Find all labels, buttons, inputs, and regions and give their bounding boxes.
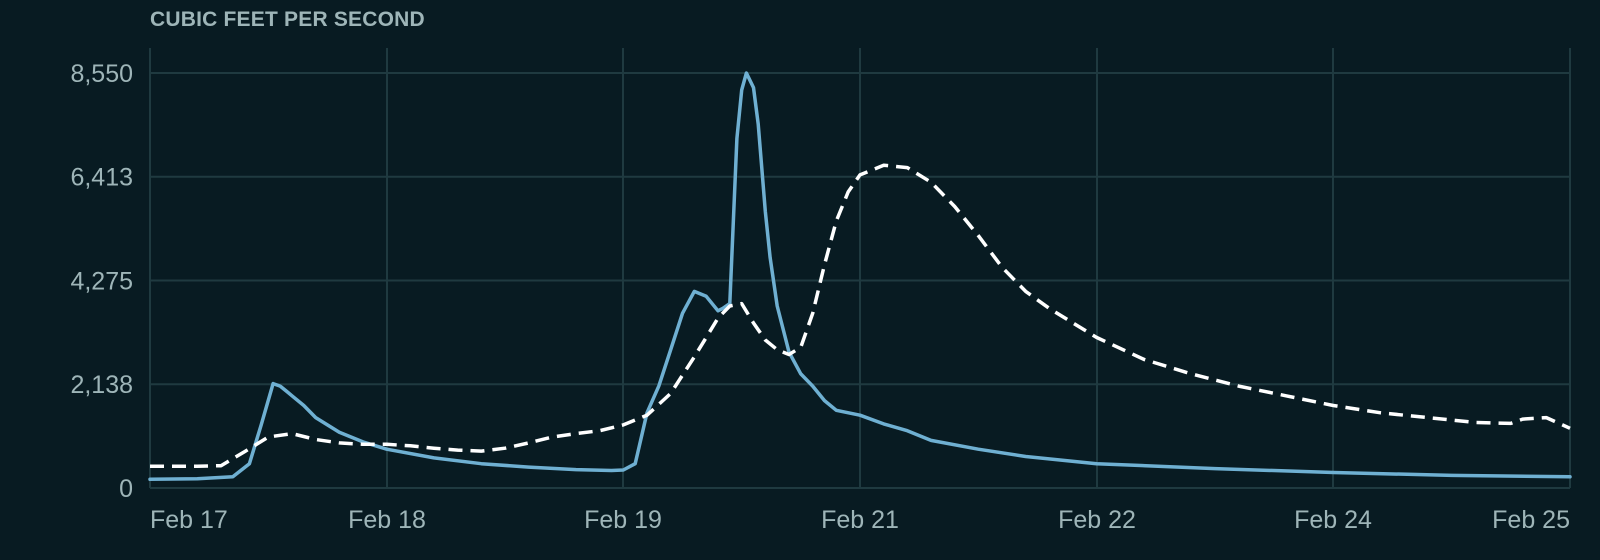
x-tick-label: Feb 18 — [348, 506, 426, 534]
y-tick-label: 2,138 — [70, 371, 133, 399]
y-tick-label: 0 — [119, 475, 133, 503]
x-tick-label: Feb 17 — [150, 506, 228, 534]
x-tick-label: Feb 22 — [1058, 506, 1136, 534]
y-axis-units-title: CUBIC FEET PER SECOND — [150, 8, 425, 31]
grid-layer — [149, 48, 1571, 489]
x-tick-label: Feb 24 — [1294, 506, 1372, 534]
series-layer — [148, 71, 1572, 482]
x-tick-label: Feb 19 — [584, 506, 662, 534]
series-line-dashed — [150, 163, 1571, 468]
y-tick-label: 8,550 — [70, 60, 133, 88]
x-tick-label: Feb 21 — [821, 506, 899, 534]
y-tick-label: 6,413 — [70, 164, 133, 192]
x-tick-labels: Feb 17 Feb 18 Feb 19 Feb 21 Feb 22 Feb 24 Feb … — [150, 506, 1570, 534]
y-tick-labels: 0 2,138 4,275 6,413 8,550 — [70, 60, 133, 503]
series-line-solid — [148, 71, 1572, 482]
x-tick-label: Feb 25 — [1492, 506, 1570, 534]
y-tick-label: 4,275 — [70, 268, 133, 296]
